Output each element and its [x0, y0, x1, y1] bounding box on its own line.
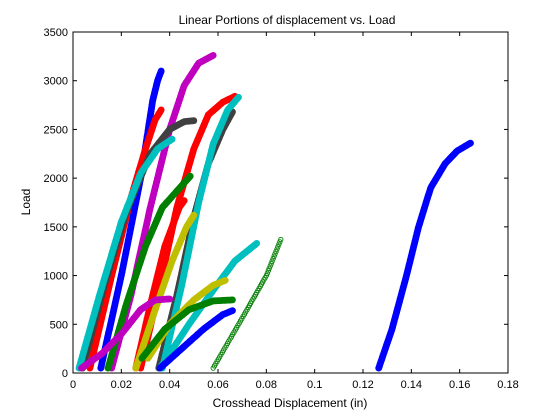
- x-tick-label: 0.12: [352, 379, 373, 391]
- x-tick-label: 0.1: [307, 379, 322, 391]
- x-axis: 0 0.02 0.04 0.06 0.08 0.1 0.12 0.14 0.16 0.18: [70, 32, 519, 391]
- data-point: [273, 248, 279, 255]
- series-15: [138, 296, 236, 362]
- plot-area-frame: [72, 31, 509, 374]
- x-axis-label: Crosshead Displacement (in): [213, 396, 368, 410]
- x-tick-label: 0.16: [449, 379, 470, 391]
- data-point: [168, 135, 176, 143]
- x-tick-label: 0.08: [256, 379, 277, 391]
- data-point: [157, 106, 165, 114]
- data-point: [253, 240, 261, 247]
- x-tick-label: 0.06: [207, 379, 228, 391]
- data-point: [274, 246, 280, 252]
- y-axis: 0 500 1000 1500 2000 2500 3000 3500: [44, 27, 508, 380]
- series-7: [75, 135, 176, 372]
- data-point: [278, 236, 284, 243]
- x-tick-label: 0: [70, 379, 76, 391]
- data-point: [190, 117, 198, 125]
- series-16: [78, 295, 174, 372]
- data-point: [268, 260, 274, 267]
- data-point: [276, 241, 282, 247]
- x-tick-label: 0.04: [159, 379, 180, 391]
- data-point: [221, 277, 229, 284]
- data-point: [467, 139, 474, 147]
- data-point: [209, 52, 217, 59]
- data-point: [263, 272, 269, 279]
- y-tick-label: 3000: [44, 76, 68, 88]
- series-11: [132, 211, 198, 372]
- y-tick-label: 2000: [44, 173, 68, 185]
- y-tick-label: 3500: [44, 27, 68, 39]
- x-tick-label: 0.18: [497, 379, 518, 391]
- data-point: [272, 251, 278, 257]
- data-point: [267, 263, 273, 269]
- data-point: [235, 93, 242, 101]
- plot-series: [75, 52, 474, 372]
- data-point: [266, 265, 272, 272]
- y-axis-label: Load: [19, 189, 33, 216]
- data-point: [180, 197, 188, 205]
- chart-title: Linear Portions of displacement vs. Load: [179, 13, 396, 27]
- data-point: [229, 307, 236, 314]
- series-17: [156, 307, 236, 372]
- data-point: [265, 268, 271, 274]
- data-point: [277, 239, 283, 245]
- data-point: [229, 296, 236, 304]
- data-point: [270, 256, 276, 262]
- y-tick-label: 2500: [44, 124, 68, 136]
- data-point: [190, 211, 198, 219]
- series-18: [375, 139, 474, 372]
- y-tick-label: 1000: [44, 271, 68, 283]
- y-tick-label: 500: [50, 319, 68, 331]
- data-point: [269, 258, 275, 264]
- data-point: [275, 244, 281, 250]
- data-point: [157, 67, 165, 75]
- data-point: [271, 253, 277, 259]
- y-tick-label: 1500: [44, 222, 68, 234]
- x-tick-label: 0.14: [401, 379, 422, 391]
- series-8: [159, 93, 242, 372]
- y-tick-label: 0: [62, 368, 68, 380]
- series-13: [210, 236, 284, 371]
- x-tick-label: 0.02: [111, 379, 132, 391]
- data-point: [186, 172, 194, 180]
- data-point: [166, 295, 174, 303]
- data-point: [264, 270, 270, 276]
